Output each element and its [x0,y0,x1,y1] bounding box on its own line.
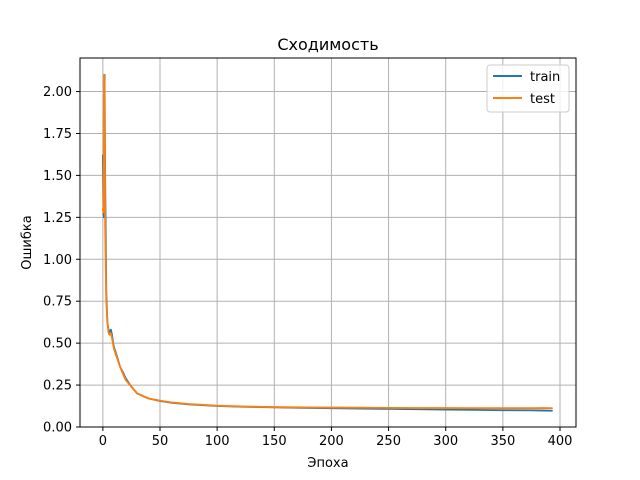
x-tick-label: 100 [205,434,230,449]
x-tick-label: 50 [152,434,169,449]
x-tick-label: 150 [262,434,287,449]
legend-label-test: test [530,92,555,107]
y-tick-label: 1.25 [43,211,72,226]
legend: train test [486,64,570,113]
y-tick-label: 2.00 [43,85,72,100]
x-tick-label: 0 [99,434,107,449]
y-tick-label: 0.75 [43,295,72,310]
y-tick-label: 0.50 [43,337,72,352]
y-axis-label: Ошибка [20,215,35,269]
y-tick-label: 1.00 [43,253,72,268]
chart-title: Сходимость [277,35,378,54]
y-tick-label: 1.75 [43,127,72,142]
y-tick-label: 0.00 [43,421,72,436]
x-axis-label: Эпоха [307,456,348,471]
legend-label-train: train [530,70,560,85]
axis-ticks: 0 50 100 150 200 250 300 350 400 0.00 0.25 0.50 0.75… [43,85,572,449]
y-tick-label: 0.25 [43,379,72,394]
plot-frame [79,57,577,428]
y-tick-label: 1.50 [43,169,72,184]
series-line-test [101,73,553,410]
x-tick-label: 350 [490,434,515,449]
x-tick-label: 200 [319,434,344,449]
x-tick-label: 400 [548,434,573,449]
x-tick-label: 250 [376,434,401,449]
x-tick-label: 300 [433,434,458,449]
series-lines [101,73,553,412]
